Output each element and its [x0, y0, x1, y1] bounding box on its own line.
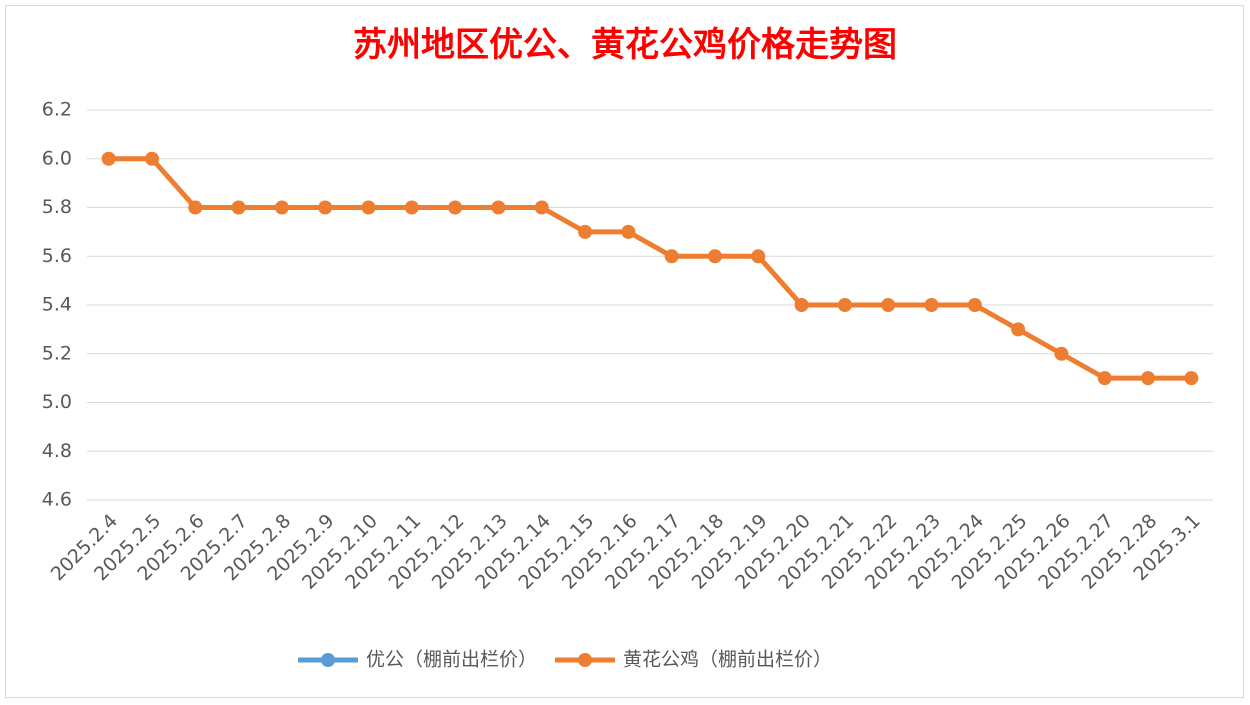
y-tick-label: 5.6: [42, 245, 72, 267]
data-point: [188, 200, 203, 215]
data-point: [144, 151, 159, 166]
series-line: [108, 156, 1192, 381]
data-point: [1097, 371, 1112, 386]
data-point: [274, 200, 289, 215]
data-point: [534, 200, 549, 215]
legend-marker: [321, 653, 335, 667]
data-point: [1011, 322, 1026, 337]
data-point: [881, 298, 896, 312]
data-point: [318, 200, 333, 215]
y-tick-label: 5.0: [42, 391, 72, 413]
y-tick-label: 5.2: [42, 342, 72, 364]
legend-label: 优公（棚前出栏价）: [366, 649, 537, 671]
y-tick-label: 6.0: [42, 147, 72, 169]
legend-label: 黄花公鸡（棚前出栏价）: [623, 649, 832, 671]
legend-marker: [578, 653, 593, 667]
data-point: [231, 200, 246, 215]
data-point: [707, 249, 722, 264]
y-tick-label: 5.8: [42, 196, 72, 218]
data-point: [621, 224, 636, 239]
data-point: [794, 298, 809, 312]
data-point: [1054, 346, 1069, 361]
chart-border: [5, 5, 1244, 698]
y-tick-label: 5.4: [42, 294, 72, 316]
data-point: [448, 200, 463, 215]
data-point: [967, 298, 982, 312]
data-point: [1184, 371, 1199, 386]
data-point: [491, 200, 506, 215]
data-point: [101, 151, 116, 166]
data-point: [361, 200, 376, 215]
y-tick-label: 4.8: [42, 440, 72, 462]
data-point: [924, 298, 939, 312]
data-point: [837, 298, 852, 312]
data-point: [578, 224, 593, 239]
y-tick-label: 6.2: [42, 99, 72, 121]
data-point: [751, 249, 766, 264]
y-tick-label: 4.6: [42, 489, 72, 511]
data-point: [664, 249, 679, 264]
chart-title: 苏州地区优公、黄花公鸡价格走势图: [353, 25, 897, 65]
data-point: [1141, 371, 1156, 386]
data-point: [404, 200, 419, 215]
